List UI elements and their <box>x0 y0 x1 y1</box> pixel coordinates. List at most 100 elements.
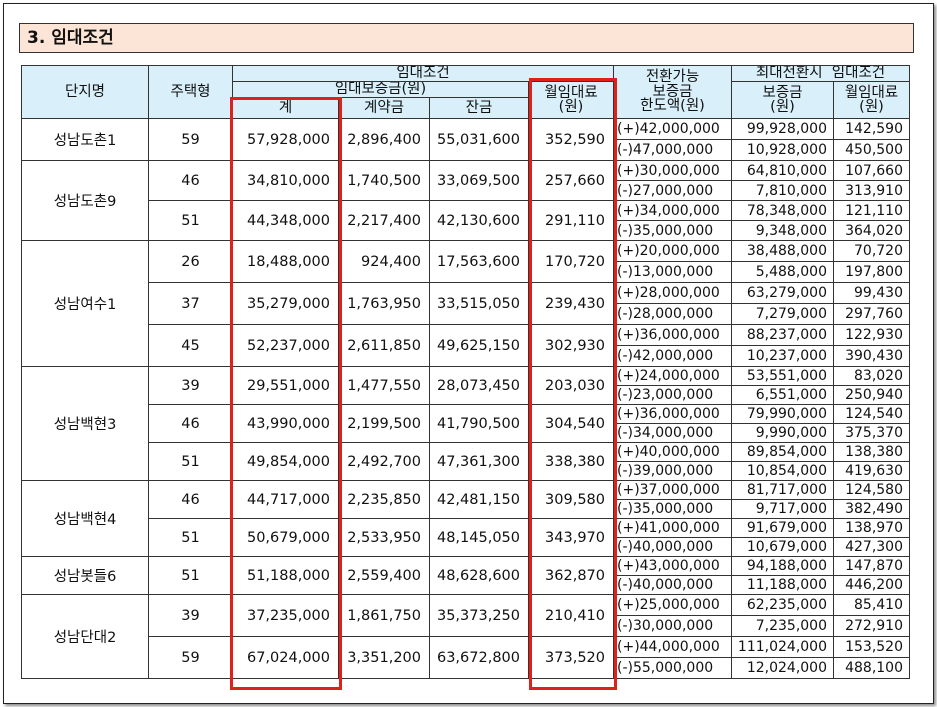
house-type-cell: 39 <box>148 366 233 405</box>
header-total: 계 <box>232 97 339 119</box>
balance-cell: 49,625,150 <box>429 324 529 367</box>
deposit-total-cell: 37,235,000 <box>232 594 339 637</box>
conversion-limit-cell: (-)13,000,000 <box>613 261 732 283</box>
conversion-limit-cell: (+)28,000,000 <box>613 282 732 304</box>
contract-cell: 2,559,400 <box>338 556 430 595</box>
max-rent-cell: 450,500 <box>833 139 910 161</box>
conversion-limit-cell: (-)35,000,000 <box>613 220 732 241</box>
balance-cell: 28,073,450 <box>429 366 529 405</box>
max-rent-cell: 297,760 <box>833 303 910 325</box>
table-row: 59 67,024,000 3,351,200 63,672,800 373,520 (+… <box>22 636 910 679</box>
table-row: (-)35,000,000 9,348,000 364,020 <box>22 220 910 241</box>
deposit-total-cell: 52,237,000 <box>232 324 339 367</box>
table-row: 51 44,348,000 2,217,400 42,130,600 291,110 (+… <box>22 200 910 241</box>
max-rent-cell: 364,020 <box>833 220 910 241</box>
max-deposit-cell: 10,237,000 <box>731 345 834 367</box>
contract-cell: 2,199,500 <box>338 404 430 443</box>
table-row: 45 52,237,000 2,611,850 49,625,150 302,930 (+… <box>22 324 910 367</box>
conversion-limit-cell: (-)47,000,000 <box>613 139 732 161</box>
complex-name-cell: 성남도촌1 <box>21 118 149 161</box>
max-rent-cell: 419,630 <box>833 461 910 481</box>
house-type-cell: 59 <box>148 636 233 679</box>
max-rent-cell: 83,020 <box>833 366 910 386</box>
max-rent-cell: 142,590 <box>833 118 910 140</box>
max-rent-cell: 70,720 <box>833 240 910 262</box>
conversion-limit-cell: (+)37,000,000 <box>613 480 732 500</box>
max-deposit-cell: 10,854,000 <box>731 461 834 481</box>
deposit-total-cell: 49,854,000 <box>232 442 339 481</box>
conversion-limit-cell: (-)28,000,000 <box>613 303 732 325</box>
max-deposit-cell: 89,854,000 <box>731 442 834 462</box>
deposit-total-cell: 35,279,000 <box>232 282 339 325</box>
contract-cell: 2,611,850 <box>338 324 430 367</box>
max-rent-cell: 85,410 <box>833 594 910 616</box>
balance-cell: 48,628,600 <box>429 556 529 595</box>
header-max-rent-line1: 월임대료 <box>844 84 899 101</box>
table-row: 성남여수1 26 18,488,000 924,400 17,563,600 170,72… <box>21 240 910 367</box>
balance-cell: 41,790,500 <box>429 404 529 443</box>
max-rent-cell: 121,110 <box>833 200 910 221</box>
complex-name-cell: 성남봇들6 <box>21 556 149 595</box>
max-rent-cell: 153,520 <box>833 636 910 658</box>
max-rent-cell: 122,930 <box>833 324 910 346</box>
house-type-cell: 51 <box>148 442 233 481</box>
max-deposit-cell: 53,551,000 <box>731 366 834 386</box>
header-deposit: 임대보증금(원) <box>232 81 529 98</box>
max-deposit-cell: 10,928,000 <box>731 139 834 161</box>
contract-cell: 2,217,400 <box>338 200 430 241</box>
complex-name-cell: 성남여수1 <box>21 240 149 367</box>
max-deposit-cell: 7,279,000 <box>731 303 834 325</box>
conversion-limit-cell: (-)40,000,000 <box>613 575 732 595</box>
deposit-total-cell: 43,990,000 <box>232 404 339 443</box>
monthly-rent-cell: 343,970 <box>528 518 614 557</box>
conversion-limit-cell: (-)34,000,000 <box>613 423 732 443</box>
table-row: 51 50,679,000 2,533,950 48,145,050 343,970 (+… <box>22 518 910 557</box>
header-rental-conditions: 임대조건 <box>232 65 614 82</box>
monthly-rent-cell: 302,930 <box>528 324 614 367</box>
conversion-limit-cell: (-)35,000,000 <box>613 499 732 519</box>
max-deposit-cell: 6,551,000 <box>731 385 834 405</box>
deposit-total-cell: 57,928,000 <box>232 118 339 161</box>
house-type-cell: 51 <box>148 518 233 557</box>
max-rent-cell: 99,430 <box>833 282 910 304</box>
max-rent-cell: 427,300 <box>833 537 910 557</box>
max-rent-cell: 375,370 <box>833 423 910 443</box>
monthly-rent-cell: 373,520 <box>528 636 614 679</box>
conversion-limit-cell: (+)40,000,000 <box>613 442 732 462</box>
complex-name-cell: 성남도촌9 <box>21 160 149 241</box>
max-deposit-cell: 88,237,000 <box>731 324 834 346</box>
house-type-cell: 59 <box>148 118 233 161</box>
max-deposit-cell: 79,990,000 <box>731 404 834 424</box>
header-max-deposit-line1: 보증금 <box>762 84 803 101</box>
balance-cell: 33,515,050 <box>429 282 529 325</box>
monthly-rent-cell: 304,540 <box>528 404 614 443</box>
deposit-total-cell: 34,810,000 <box>232 160 339 201</box>
max-deposit-cell: 7,235,000 <box>731 615 834 637</box>
conversion-limit-cell: (+)41,000,000 <box>613 518 732 538</box>
house-type-cell: 46 <box>148 404 233 443</box>
monthly-rent-cell: 338,380 <box>528 442 614 481</box>
table-row: 성남백현4 46 44,717,000 2,235,850 42,481,150 309,… <box>21 480 910 557</box>
max-deposit-cell: 10,679,000 <box>731 537 834 557</box>
monthly-rent-cell: 362,870 <box>528 556 614 595</box>
contract-cell: 924,400 <box>338 240 430 283</box>
contract-cell: 2,896,400 <box>338 118 430 161</box>
contract-cell: 2,235,850 <box>338 480 430 519</box>
contract-cell: 1,763,950 <box>338 282 430 325</box>
conversion-limit-cell: (-)30,000,000 <box>613 615 732 637</box>
max-deposit-cell: 12,024,000 <box>731 657 834 679</box>
table-row: 51 49,854,000 2,492,700 47,361,300 338,380 (+… <box>22 442 910 481</box>
monthly-rent-cell: 210,410 <box>528 594 614 637</box>
complex-name-cell: 성남백현3 <box>21 366 149 481</box>
table-row: 성남백현3 39 29,551,000 1,477,550 28,073,450 203,… <box>21 366 910 481</box>
table-row: (-)28,000,000 7,279,000 297,760 <box>22 303 910 325</box>
header-max-deposit-line2: (원) <box>770 99 795 115</box>
deposit-total-cell: 44,717,000 <box>232 480 339 519</box>
max-deposit-cell: 99,928,000 <box>731 118 834 140</box>
header-rent-line1: 월임대료 <box>544 84 598 101</box>
conversion-limit-cell: (+)24,000,000 <box>613 366 732 386</box>
balance-cell: 42,481,150 <box>429 480 529 519</box>
deposit-total-cell: 50,679,000 <box>232 518 339 557</box>
contract-cell: 2,492,700 <box>338 442 430 481</box>
header-balance: 잔금 <box>429 97 529 119</box>
